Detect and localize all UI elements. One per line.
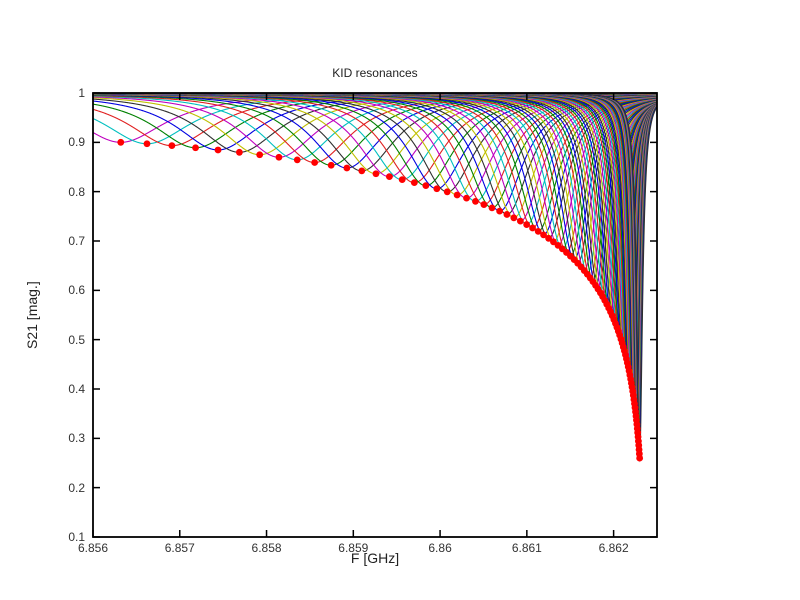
x-tick-label: 6.856 [77, 541, 109, 555]
x-tick-label: 6.858 [251, 541, 282, 555]
chart-title: KID resonances [332, 66, 418, 80]
y-tick-label: 0.5 [68, 332, 85, 347]
y-tick-label: 0.6 [68, 283, 85, 298]
y-tick-label: 0.9 [68, 135, 85, 150]
x-tick-label: 6.859 [338, 541, 369, 555]
y-tick-label: 0.4 [68, 382, 85, 396]
y-tick-label: 0.1 [68, 530, 85, 544]
x-tick-label: 6.862 [598, 541, 629, 555]
y-tick-label: 0.3 [68, 431, 85, 446]
x-tick-label: 6.86 [428, 541, 452, 555]
x-axis-label: F [GHz] [350, 550, 400, 566]
y-tick-label: 0.8 [68, 184, 85, 199]
x-tick-label: 6.857 [164, 541, 195, 555]
y-tick-label: 1 [78, 86, 85, 100]
y-tick-label: 0.2 [68, 480, 85, 495]
x-tick-label: 6.861 [511, 541, 542, 555]
y-tick-label: 0.7 [68, 234, 85, 248]
y-axis-label: S21 [mag.] [24, 281, 40, 349]
